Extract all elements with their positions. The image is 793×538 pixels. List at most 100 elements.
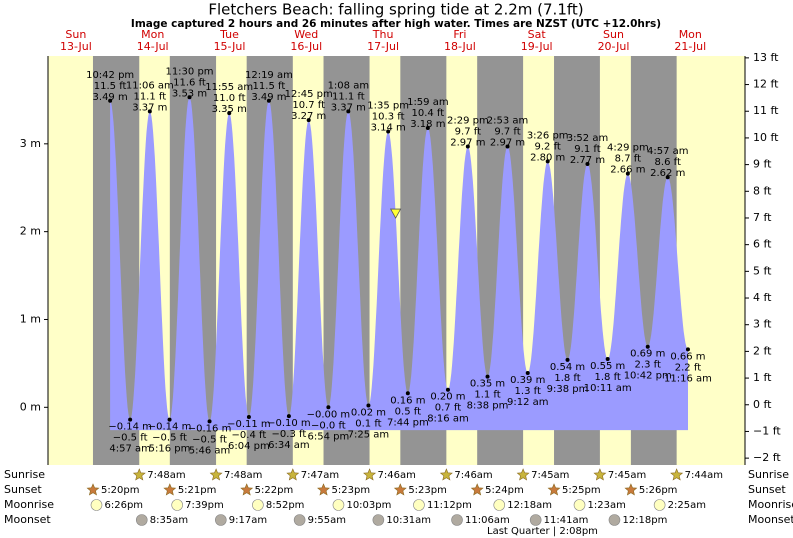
tide-label: 0.35 m [470, 379, 505, 390]
day-name: Fri [453, 28, 466, 41]
tide-label: 7:25 am [348, 430, 390, 441]
tide-label: 11:16 am [664, 373, 712, 384]
sunset-time: 5:25pm [562, 485, 601, 496]
y-tick-label: 1 m [20, 312, 41, 325]
y2-tick-label: 3 ft [753, 318, 772, 331]
tide-point [227, 111, 232, 116]
tide-label: 11.0 ft [213, 93, 246, 104]
tide-label: −0.5 ft [113, 433, 148, 444]
tide-label: 1:35 pm [367, 101, 409, 112]
tide-point [266, 98, 271, 103]
sunrise-icon [593, 468, 607, 481]
day-date: 16-Jul [290, 40, 322, 53]
chart-subtitle: Image captured 2 hours and 26 minutes af… [131, 18, 661, 30]
row-label: Sunrise [4, 468, 45, 481]
day-name: Thu [372, 28, 394, 41]
tide-label: 1.1 ft [474, 390, 500, 401]
row-label: Moonset [748, 513, 793, 526]
tide-point [246, 414, 251, 419]
tide-label: 1:59 am [407, 97, 449, 108]
tide-label: 5:16 pm [149, 444, 191, 455]
moonset-icon [135, 514, 148, 526]
tide-label: 2.77 m [570, 155, 605, 166]
tide-label: 5:46 am [189, 445, 231, 456]
tide-label: 3.18 m [410, 119, 445, 130]
tide-label: 8.7 ft [615, 154, 641, 165]
tide-label: 0.20 m [430, 392, 465, 403]
sunrise-icon [209, 468, 223, 481]
tide-point [485, 374, 490, 379]
tide-label: −0.10 m [267, 418, 311, 429]
tide-label: 0.02 m [351, 408, 386, 419]
tide-label: 0.5 ft [395, 406, 421, 417]
tide-label: 1:08 am [328, 80, 370, 91]
tide-label: −0.11 m [227, 419, 271, 430]
moonset-icon [608, 514, 621, 526]
tide-label: −0.3 ft [272, 429, 307, 440]
day-date: 17-Jul [367, 40, 399, 53]
y2-tick-label: 9 ft [753, 158, 772, 171]
row-label: Moonset [4, 513, 51, 526]
tide-label: 6:04 pm [228, 441, 270, 452]
sunset-time: 5:23pm [408, 485, 447, 496]
day-name: Tue [219, 28, 239, 41]
sunrise-icon [516, 468, 530, 481]
moonset-time: 8:35am [150, 515, 188, 526]
moonset-icon [372, 514, 385, 526]
tide-label: 3.37 m [132, 102, 167, 113]
day-date: 18-Jul [444, 40, 476, 53]
tide-point [167, 417, 172, 422]
sunset-time: 5:22pm [255, 485, 294, 496]
y-tick-label: 2 m [20, 225, 41, 238]
tide-label: 11.5 ft [253, 81, 286, 92]
sunset-time: 5:20pm [101, 485, 140, 496]
sunset-time: 5:23pm [332, 485, 371, 496]
moon-phase: Last Quarter | 2:08pm [487, 526, 598, 537]
tide-label: 11.5 ft [94, 81, 127, 92]
day-date: 13-Jul [60, 40, 92, 53]
tide-label: −0.00 m [307, 409, 351, 420]
tide-point [108, 98, 113, 103]
tide-label: 11:06 am [126, 80, 174, 91]
tide-point [445, 387, 450, 392]
y-tick-label: 0 m [20, 400, 41, 413]
day-name: Sun [603, 28, 624, 41]
sunset-icon [470, 483, 484, 496]
sunrise-time: 7:46am [454, 470, 492, 481]
tide-label: 3.49 m [251, 92, 286, 103]
tide-label: 12:19 am [245, 70, 293, 81]
moonrise-icon [171, 499, 183, 511]
tide-label: 0.7 ft [435, 403, 461, 414]
tide-point [525, 371, 530, 376]
sunset-icon [547, 483, 561, 496]
tide-label: 10.7 ft [292, 100, 325, 111]
tide-label: 7:44 pm [387, 417, 429, 428]
sunset-time: 5:21pm [178, 485, 217, 496]
sunset-icon [317, 483, 330, 496]
sunrise-time: 7:48am [224, 470, 262, 481]
tide-label: 10.3 ft [372, 112, 405, 123]
y2-tick-label: 10 ft [753, 131, 779, 144]
y2-tick-label: 0 ft [753, 398, 772, 411]
tide-point [326, 405, 331, 410]
moonrise-icon [413, 499, 425, 511]
tide-point [346, 109, 351, 114]
tide-point [685, 347, 690, 352]
tide-point [605, 357, 610, 361]
tide-label: 3:52 am [567, 133, 609, 144]
tide-label: 11.1 ft [133, 91, 166, 102]
day-name: Wed [294, 28, 318, 41]
plot [92, 56, 689, 465]
day-name: Sun [65, 28, 86, 41]
moonset-icon [529, 514, 542, 526]
sunrise-time: 7:48am [147, 470, 185, 481]
tide-label: −0.16 m [188, 423, 232, 434]
y2-tick-label: 8 ft [753, 184, 772, 197]
sunrise-icon [439, 468, 453, 481]
row-label: Sunset [4, 483, 42, 496]
tide-label: 2.80 m [530, 152, 565, 163]
tide-area [110, 97, 689, 431]
moonset-icon [451, 514, 463, 526]
moonrise-time: 6:26pm [104, 500, 143, 511]
